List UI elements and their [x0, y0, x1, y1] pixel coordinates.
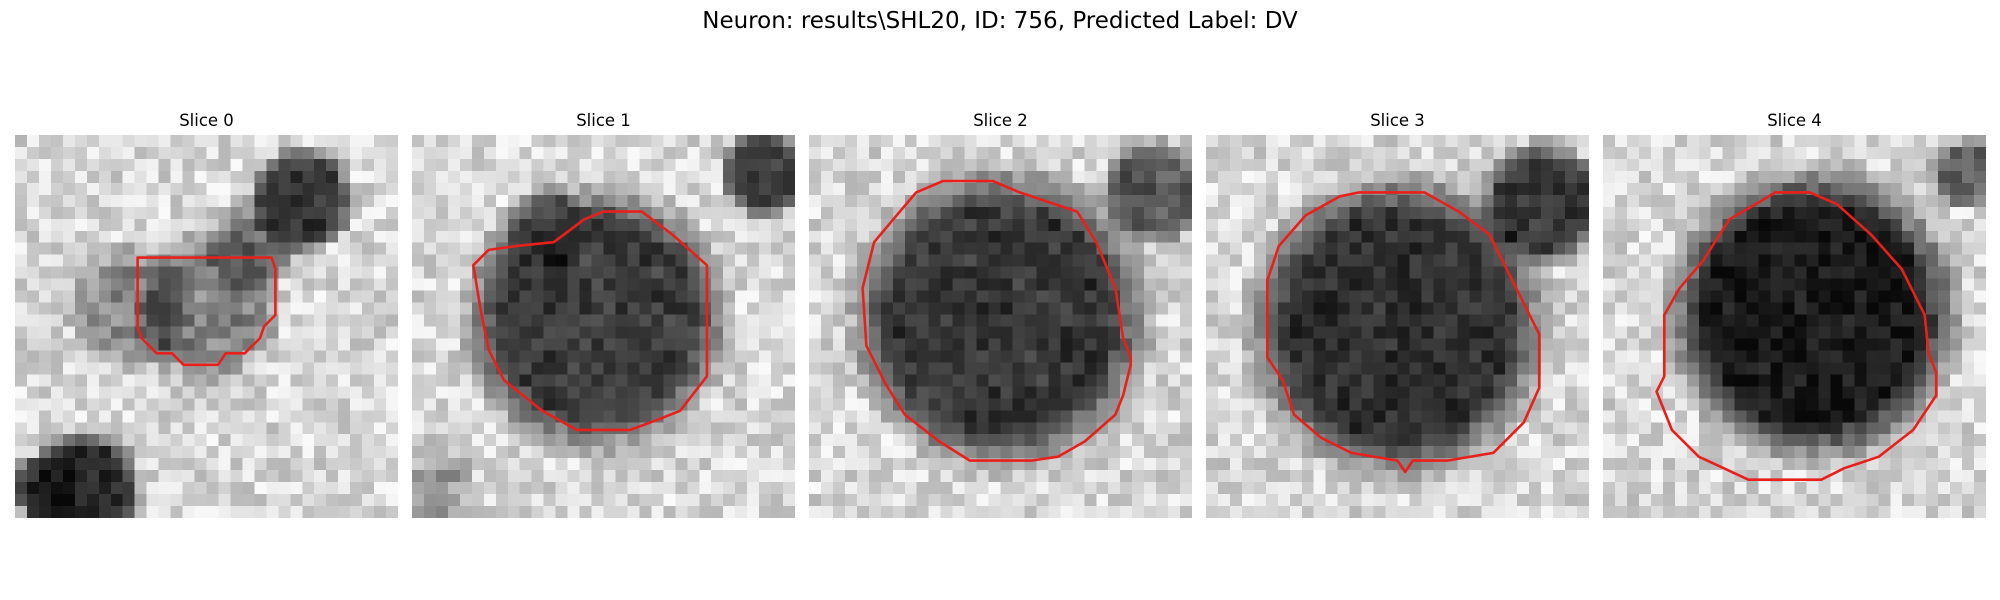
- roi-contour: [1655, 191, 1938, 482]
- slice-panel-0: Slice 0: [15, 109, 398, 518]
- slice-title: Slice 1: [576, 111, 631, 130]
- contour-overlay: [1655, 191, 1938, 482]
- slice-image: [15, 135, 398, 518]
- roi-contour: [861, 179, 1133, 462]
- slice-panel-2: Slice 2: [809, 109, 1192, 518]
- figure-title: Neuron: results\SHL20, ID: 756, Predicte…: [702, 8, 1298, 34]
- contour-overlay: [136, 256, 277, 367]
- contour-overlay: [1265, 191, 1541, 474]
- slice-image: [1603, 135, 1986, 518]
- slice-image: [412, 135, 795, 518]
- roi-contour: [471, 210, 709, 432]
- roi-contour: [136, 256, 277, 367]
- slice-panel-3: Slice 3: [1206, 109, 1589, 518]
- slice-title: Slice 0: [179, 111, 234, 130]
- slice-title: Slice 3: [1370, 111, 1425, 130]
- contour-overlay: [861, 179, 1133, 462]
- slice-image: [1206, 135, 1589, 518]
- contour-overlay: [471, 210, 709, 432]
- slice-title: Slice 2: [973, 111, 1028, 130]
- slice-panel-1: Slice 1: [412, 109, 795, 518]
- slice-panel-4: Slice 4: [1603, 109, 1986, 518]
- roi-contour: [1265, 191, 1541, 474]
- slice-title: Slice 4: [1767, 111, 1822, 130]
- slice-image: [809, 135, 1192, 518]
